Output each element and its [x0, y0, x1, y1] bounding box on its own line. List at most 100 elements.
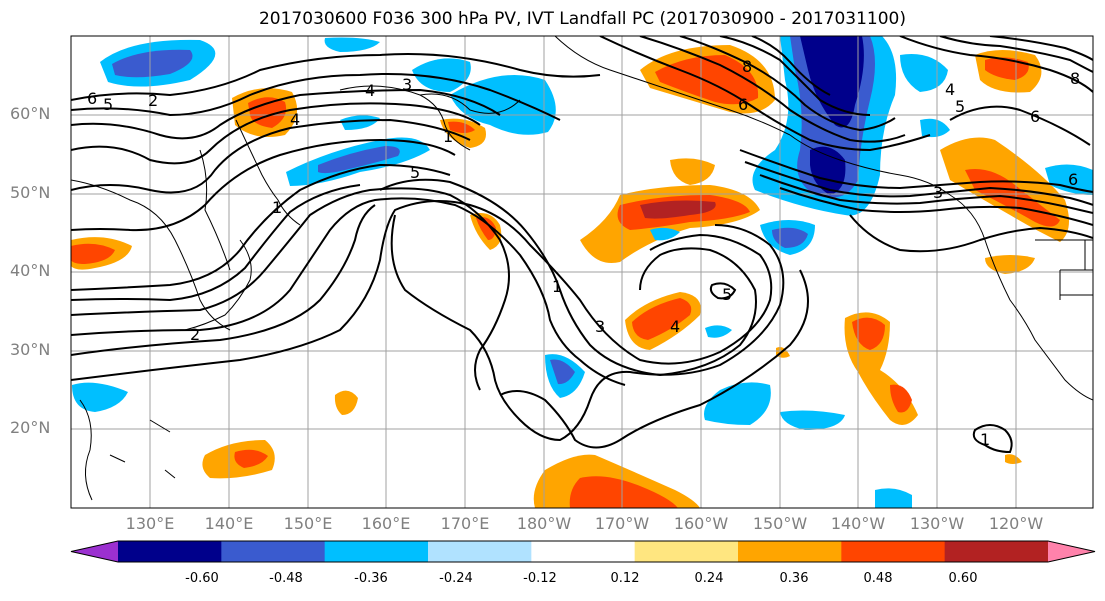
negative-pc-area — [1045, 164, 1093, 195]
positive-pc-area — [632, 298, 692, 340]
colorbar-segment — [221, 541, 326, 562]
negative-pc-area — [318, 146, 400, 174]
colorbar-extension-low — [71, 541, 118, 562]
contour-label: 5 — [410, 163, 420, 182]
lon-label: 170°W — [594, 514, 650, 533]
negative-pc-area — [112, 49, 193, 78]
colorbar-segment — [634, 541, 739, 562]
colorbar-segment — [944, 541, 1049, 562]
colorbar-segment — [841, 541, 946, 562]
contour-label: 6 — [1068, 170, 1078, 189]
pv-contours — [71, 36, 1093, 454]
negative-pc-area — [412, 58, 471, 92]
negative-pc-area — [450, 75, 556, 135]
contour-label: 8 — [1070, 69, 1080, 88]
lat-label: 40°N — [10, 261, 51, 280]
contour-label: 6 — [87, 89, 97, 108]
coastlines — [71, 36, 1093, 501]
colorbar-tick-label: -0.48 — [269, 571, 303, 586]
colorbar — [70, 540, 1096, 563]
colorbar-tick-label: -0.36 — [354, 571, 388, 586]
lat-label: 30°N — [10, 340, 51, 359]
colorbar-segment — [324, 541, 429, 562]
positive-pc-area — [670, 158, 715, 185]
colorbar-tick-label: -0.24 — [439, 571, 473, 586]
colorbar-segment — [428, 541, 532, 562]
colorbar-tick-label: 0.24 — [694, 571, 724, 586]
negative-pc-area — [704, 382, 771, 425]
negative-pc-area — [900, 54, 948, 92]
contour-label: 1 — [980, 430, 990, 449]
positive-pc-area — [234, 449, 268, 468]
lat-label: 60°N — [10, 104, 51, 123]
positive-pc-area — [1005, 454, 1022, 464]
negative-pc-area — [705, 325, 732, 338]
lon-label: 130°W — [909, 514, 965, 533]
contour-label: 6 — [1030, 107, 1040, 126]
map-frame — [70, 35, 1094, 509]
contour-label: 1 — [552, 277, 562, 296]
colorbar-segment — [118, 541, 222, 562]
lon-label: 140°E — [204, 514, 254, 533]
negative-pc-area — [550, 359, 575, 385]
negative-pc-area — [800, 36, 864, 128]
contour-label: 5 — [103, 95, 113, 114]
contour-label: 4 — [670, 317, 680, 336]
positive-pc-area — [655, 55, 759, 105]
positive-pc-area — [334, 390, 358, 415]
contour-label: 4 — [945, 80, 955, 99]
positive-pc-area — [852, 317, 885, 350]
contour-label: 6 — [738, 95, 748, 114]
lon-label: 150°E — [283, 514, 333, 533]
colorbar-segment — [738, 541, 842, 562]
pc-shading — [71, 36, 1093, 508]
lon-label: 150°W — [752, 514, 808, 533]
lon-label: 160°E — [361, 514, 411, 533]
positive-pc-area — [985, 255, 1035, 274]
lon-label: 130°E — [125, 514, 175, 533]
contour-label: 2 — [148, 91, 158, 110]
positive-pc-area — [71, 243, 115, 264]
negative-pc-area — [875, 488, 912, 508]
negative-pc-area — [772, 227, 808, 248]
negative-pc-area — [340, 115, 380, 130]
positive-pc-area — [476, 217, 496, 240]
contour-label: 4 — [365, 81, 375, 100]
negative-pc-area — [72, 382, 128, 412]
contour-label: 2 — [190, 325, 200, 344]
colorbar-segment — [531, 541, 636, 562]
lon-label: 160°W — [673, 514, 729, 533]
colorbar-tick-label: 0.60 — [948, 571, 978, 586]
contour-label: 1 — [443, 127, 453, 146]
positive-pc-area — [985, 57, 1029, 80]
positive-pc-area — [640, 200, 716, 219]
lat-label: 20°N — [10, 418, 51, 437]
lon-label: 120°W — [988, 514, 1044, 533]
map-title: 2017030600 F036 300 hPa PV, IVT Landfall… — [258, 9, 906, 29]
contour-label: 3 — [595, 317, 605, 336]
lon-label: 180°W — [516, 514, 572, 533]
lon-label: 170°E — [440, 514, 490, 533]
negative-pc-area — [780, 410, 845, 430]
colorbar-tick-label: -0.12 — [523, 571, 557, 586]
colorbar-tick-label: 0.36 — [779, 571, 809, 586]
contour-label: 3 — [933, 183, 943, 202]
contour-label: 5 — [722, 285, 732, 304]
positive-pc-area — [890, 384, 912, 413]
contour-label: 5 — [955, 97, 965, 116]
negative-pc-area — [650, 227, 680, 241]
negative-pc-area — [920, 118, 950, 138]
negative-pc-area — [324, 37, 380, 52]
positive-pc-area — [569, 476, 678, 508]
colorbar-extension-high — [1048, 541, 1095, 562]
contour-label: 8 — [742, 57, 752, 76]
contour-label: 4 — [290, 110, 300, 129]
lat-label: 50°N — [10, 183, 51, 202]
contour-label: 1 — [272, 198, 282, 217]
colorbar-outline — [70, 540, 1096, 563]
lon-label: 140°W — [830, 514, 886, 533]
colorbar-tick-label: -0.60 — [185, 571, 219, 586]
contour-labels: 1 2 1 3 4 5 4 3 5 4 1 6 5 2 8 6 4 5 3 6 … — [87, 57, 1080, 449]
colorbar-tick-label: 0.48 — [863, 571, 893, 586]
